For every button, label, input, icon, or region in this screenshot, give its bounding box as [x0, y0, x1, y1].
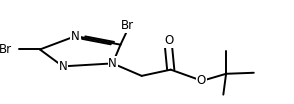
Text: Br: Br: [0, 43, 12, 56]
Text: N: N: [59, 60, 67, 73]
Text: N: N: [108, 57, 117, 70]
Text: O: O: [197, 74, 206, 87]
Text: O: O: [164, 34, 173, 47]
Text: Br: Br: [121, 19, 134, 32]
Text: N: N: [71, 30, 80, 43]
